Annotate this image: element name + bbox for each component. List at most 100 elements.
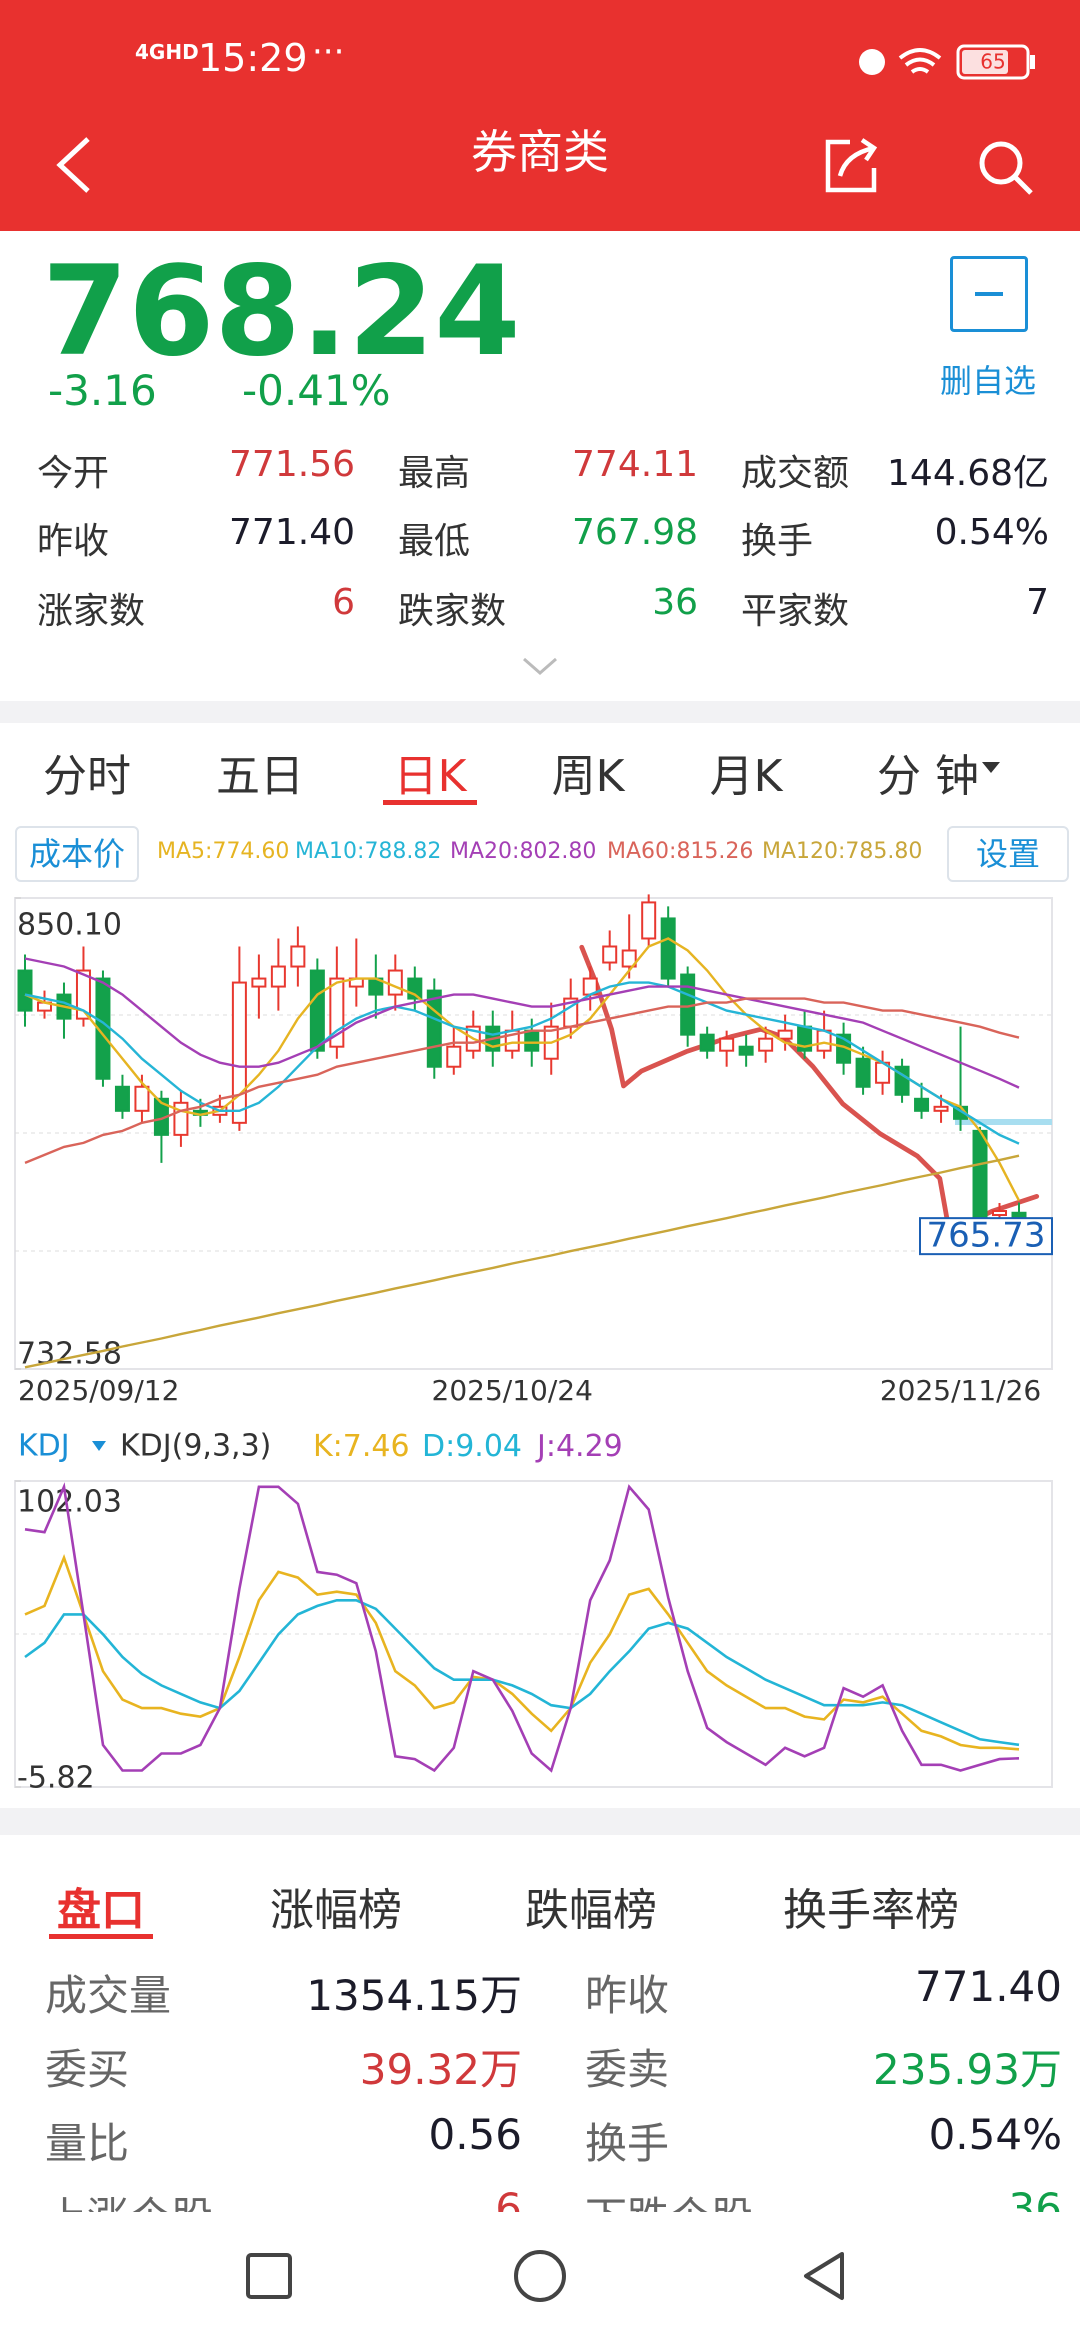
price-change-pct: -0.41% <box>242 366 391 415</box>
stat-value: 774.11 <box>572 444 698 485</box>
alarm-icon <box>859 49 885 75</box>
candle-body <box>621 949 637 968</box>
legend-entry: MA5:774.60 <box>157 839 290 864</box>
price-marker-box <box>919 1217 1053 1256</box>
candle-body <box>173 1101 189 1136</box>
x-tick-label: 2025/11/26 <box>880 1374 1041 1407</box>
ma-line <box>24 997 1020 1165</box>
y-tick-label: 102.03 <box>17 1485 122 1520</box>
book-value: 0.56 <box>428 2110 522 2159</box>
search-button[interactable] <box>976 138 1036 198</box>
legend-entry: D:9.04 <box>422 1429 523 1464</box>
kdj-line <box>24 1553 1020 1751</box>
kdj-title[interactable]: KDJ <box>18 1429 70 1464</box>
period-tab[interactable]: 月K <box>709 751 783 802</box>
x-tick-label: 2025/09/12 <box>18 1374 179 1407</box>
book-tab[interactable]: 涨幅榜 <box>270 1885 402 1936</box>
legend-entry: MA10:788.82 <box>295 839 442 864</box>
minute-dropdown <box>982 762 1000 773</box>
y-tick-label: -5.82 <box>17 1761 95 1796</box>
stat-value: 144.68亿 <box>887 453 1049 494</box>
legend-entry: MA120:785.80 <box>762 839 923 864</box>
book-value: 771.40 <box>915 1962 1062 2011</box>
remove-watch-label[interactable]: 删自选 <box>939 362 1037 400</box>
period-tab[interactable]: 周K <box>551 751 625 802</box>
stat-value: 767.98 <box>572 512 698 553</box>
battery-text: 65 <box>980 50 1005 74</box>
page-title: 券商类 <box>471 125 609 179</box>
book-value: 39.32万 <box>359 2045 522 2094</box>
clock: 15:29 <box>198 36 308 80</box>
candle-body <box>524 1029 540 1052</box>
candle-body <box>855 1057 871 1088</box>
period-tab[interactable]: 五日 <box>216 751 304 802</box>
book-label: 成交量 <box>45 1971 172 2020</box>
separator <box>0 1808 1080 1835</box>
cost-button[interactable]: 成本价 <box>15 826 139 882</box>
stat-label: 涨家数 <box>37 591 146 632</box>
stat-value: 771.56 <box>229 444 355 485</box>
status-icons: 65 <box>859 44 1035 80</box>
period-tab[interactable]: 分 钟 <box>877 751 979 802</box>
period-tab[interactable]: 日K <box>393 751 467 802</box>
recents-button[interactable] <box>246 2253 292 2299</box>
tab-underline <box>49 1934 153 1939</box>
x-tick-label: 2025/10/24 <box>432 1374 593 1407</box>
candle-body <box>387 969 403 996</box>
book-label: 下跌个股 <box>585 2184 753 2212</box>
stat-label: 平家数 <box>741 591 850 632</box>
stat-value: 7 <box>1026 582 1049 623</box>
candle-body <box>719 1037 735 1052</box>
stat-value: 771.40 <box>229 512 355 553</box>
book-tab[interactable]: 跌幅榜 <box>525 1885 657 1936</box>
candle-body <box>290 945 306 968</box>
candle-body <box>17 969 33 1012</box>
ma-line <box>24 937 1021 1202</box>
candle-body <box>758 1037 774 1052</box>
expand-chevron[interactable] <box>520 655 560 679</box>
settings-button[interactable]: 设置 <box>947 826 1069 882</box>
candle-body <box>738 1045 754 1056</box>
legend-entry: J:4.29 <box>537 1429 623 1464</box>
separator <box>0 701 1080 723</box>
period-tab[interactable]: 分时 <box>43 751 131 802</box>
stat-label: 最高 <box>398 453 471 494</box>
kdj-dropdown[interactable] <box>92 1441 106 1451</box>
book-label: 量比 <box>45 2119 130 2168</box>
stat-label: 成交额 <box>741 453 850 494</box>
ma-line <box>24 1154 1020 1369</box>
candle-body <box>231 981 247 1124</box>
home-button[interactable] <box>514 2250 566 2302</box>
book-value: 36 <box>1008 2184 1062 2212</box>
candle-body <box>641 901 657 940</box>
app-bar: 4GHD 15:29 ··· 65 券商类 <box>0 0 1080 231</box>
remove-watch-icon[interactable] <box>950 256 1028 332</box>
back-nav-button[interactable] <box>804 2252 844 2300</box>
candle-body <box>699 1033 715 1052</box>
book-value: 6 <box>495 2184 522 2212</box>
ma-line <box>24 957 1020 1089</box>
stat-value: 0.54% <box>934 512 1049 553</box>
wifi-icon <box>898 48 942 74</box>
battery-icon <box>956 44 1030 80</box>
candle-body <box>309 969 325 1052</box>
candle-body <box>914 1097 930 1112</box>
stat-label: 换手 <box>741 521 814 562</box>
stat-label: 今开 <box>37 453 110 494</box>
book-label: 上涨个股 <box>45 2184 213 2212</box>
book-label: 昨收 <box>585 1971 670 2020</box>
book-value: 235.93万 <box>873 2045 1062 2094</box>
share-button[interactable] <box>820 136 882 196</box>
book-tab[interactable]: 换手率榜 <box>783 1885 959 1936</box>
legend-entry: K:7.46 <box>313 1429 410 1464</box>
network: 4GHD <box>135 40 199 64</box>
candle-body <box>75 969 91 1020</box>
legend-entry: MA60:815.26 <box>607 839 754 864</box>
candle-body <box>933 1105 949 1112</box>
book-tab[interactable]: 盘口 <box>57 1885 145 1936</box>
back-button[interactable] <box>50 135 100 195</box>
candle-body <box>660 917 676 980</box>
stat-label: 最低 <box>398 521 471 562</box>
stat-value: 6 <box>332 582 355 623</box>
